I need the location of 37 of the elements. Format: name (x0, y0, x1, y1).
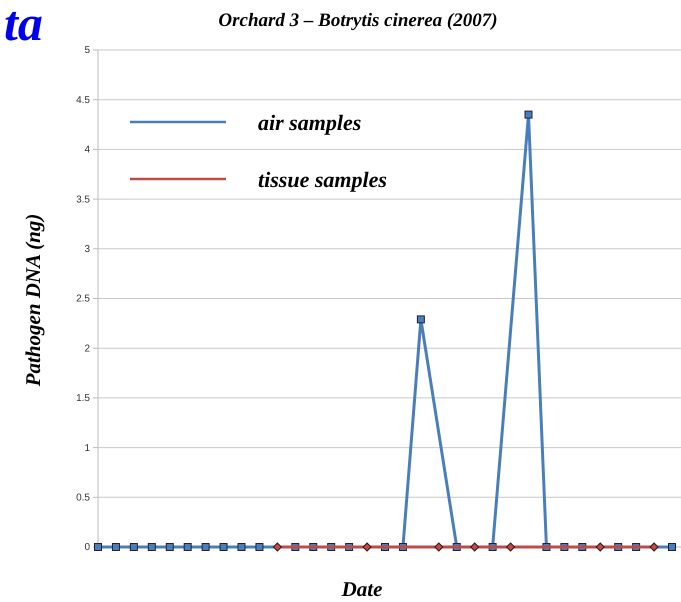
point (668, 543, 676, 551)
point (416, 315, 425, 324)
y-tick-label: 0 (84, 542, 90, 554)
point (434, 542, 444, 552)
point (112, 543, 120, 551)
point (596, 542, 605, 552)
point (506, 542, 516, 552)
point (255, 543, 264, 551)
chart-title: Orchard 3 – Botrytis cinerea (2007) (218, 10, 498, 31)
point (130, 543, 138, 551)
y-tick-label: 5 (84, 45, 90, 56)
y-tick-label: 2 (84, 343, 90, 354)
y-tick-label: 3.5 (76, 194, 90, 206)
y-tick-label: 3 (84, 244, 90, 255)
legend-label: tissue samples (258, 167, 387, 192)
point (202, 543, 210, 551)
y-tick-label: 4.5 (76, 94, 90, 106)
point (470, 542, 480, 552)
point (148, 543, 156, 551)
point (220, 543, 228, 551)
x-axis-title: Date (340, 577, 382, 601)
legend-label: air samples (258, 110, 362, 135)
point (94, 543, 102, 551)
y-tick-label: 1 (84, 442, 90, 454)
y-axis-title: Pathogen DNA (ng) (21, 214, 45, 388)
point (238, 543, 246, 551)
text: ta (4, 0, 43, 51)
y-tick-label: 2.5 (76, 294, 90, 305)
y-tick-label: 4 (84, 144, 90, 156)
point (650, 542, 659, 552)
point (272, 542, 282, 552)
point (184, 543, 192, 551)
point (362, 542, 372, 552)
y-tick-label: 0.5 (76, 492, 90, 504)
point (524, 110, 532, 119)
y-tick-label: 1.5 (76, 393, 90, 404)
point (166, 543, 174, 551)
